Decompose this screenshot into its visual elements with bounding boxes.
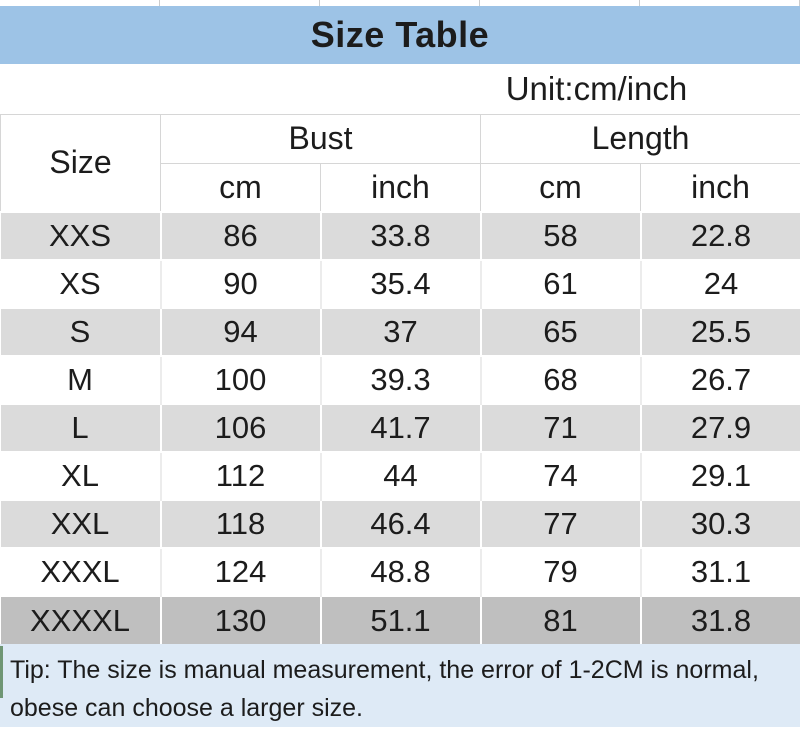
size-table: Unit:cm/inch Size Bust Length cm inch cm… [0,64,800,644]
value-cell: 48.8 [319,547,481,596]
value-cell: 27.9 [639,403,800,452]
value-cell: 25.5 [639,307,800,356]
value-cell: 30.3 [639,499,800,548]
value-cell: 44 [319,451,481,500]
value-cell: 106 [159,403,321,452]
value-cell: 35.4 [319,259,481,308]
value-cell: 37 [319,307,481,356]
length-header-cell: Length [479,113,800,164]
page-title: Size Table [310,14,490,55]
size-cell: XXS [0,211,161,260]
value-cell: 22.8 [639,211,800,260]
unit-row-spacer [1,64,321,114]
size-cell: XXL [0,499,161,548]
size-cell: L [0,403,161,452]
table-row: XXXXL 130 51.1 81 31.8 [0,595,800,644]
size-table-body: XXS 86 33.8 58 22.8 XS 90 35.4 61 24 S 94 37 65 25.5 M 1… [0,211,800,644]
value-cell: 68 [479,355,641,404]
size-cell: XL [0,451,161,500]
table-row: M 100 39.3 68 26.7 [0,355,800,404]
unit-label: Unit:cm/inch [505,69,688,107]
value-cell: 65 [479,307,641,356]
value-cell: 112 [159,451,321,500]
value-cell: 51.1 [319,595,481,644]
tip-box: Tip: The size is manual measurement, the… [0,644,800,727]
value-cell: 90 [159,259,321,308]
value-cell: 86 [159,211,321,260]
bust-cm-header-cell: cm [160,162,321,213]
table-row: XXXL 124 48.8 79 31.1 [0,547,800,596]
value-cell: 46.4 [319,499,481,548]
size-cell: S [0,307,161,356]
value-cell: 61 [479,259,641,308]
value-cell: 77 [479,499,641,548]
value-cell: 74 [479,451,641,500]
value-cell: 41.7 [319,403,481,452]
value-cell: 24 [639,259,800,308]
length-inch-header-cell: inch [639,162,800,213]
table-row: XS 90 35.4 61 24 [0,259,800,308]
size-cell: M [0,355,161,404]
table-row: XXL 118 46.4 77 30.3 [0,499,800,548]
value-cell: 58 [479,211,641,260]
value-cell: 71 [479,403,641,452]
value-cell: 94 [159,307,321,356]
value-cell: 100 [159,355,321,404]
tip-line-2: obese can choose a larger size. [10,694,363,722]
value-cell: 31.1 [639,547,800,596]
unit-row: Unit:cm/inch [1,64,800,114]
value-cell: 31.8 [639,595,800,644]
table-row: XL 112 44 74 29.1 [0,451,800,500]
value-cell: 33.8 [319,211,481,260]
header-row-units: cm inch cm inch [1,162,800,213]
value-cell: 79 [479,547,641,596]
table-row: XXS 86 33.8 58 22.8 [0,211,800,260]
value-cell: 81 [479,595,641,644]
length-cm-header-cell: cm [480,162,641,213]
bust-inch-header-cell: inch [320,162,481,213]
size-cell: XS [0,259,161,308]
value-cell: 39.3 [319,355,481,404]
value-cell: 29.1 [639,451,800,500]
size-header-cell: Size [0,113,161,213]
tip-accent-bar [0,646,3,698]
value-cell: 118 [159,499,321,548]
value-cell: 26.7 [639,355,800,404]
table-row: S 94 37 65 25.5 [0,307,800,356]
table-row: L 106 41.7 71 27.9 [0,403,800,452]
bust-header-cell: Bust [160,113,481,164]
size-cell: XXXXL [0,595,161,644]
tip-line-1: Tip: The size is manual measurement, the… [10,656,759,684]
size-cell: XXXL [0,547,161,596]
value-cell: 130 [159,595,321,644]
cropped-row-sliver [0,0,800,6]
title-banner: Size Table [0,6,800,64]
value-cell: 124 [159,547,321,596]
header-row-groups: Size Bust Length [0,113,800,213]
